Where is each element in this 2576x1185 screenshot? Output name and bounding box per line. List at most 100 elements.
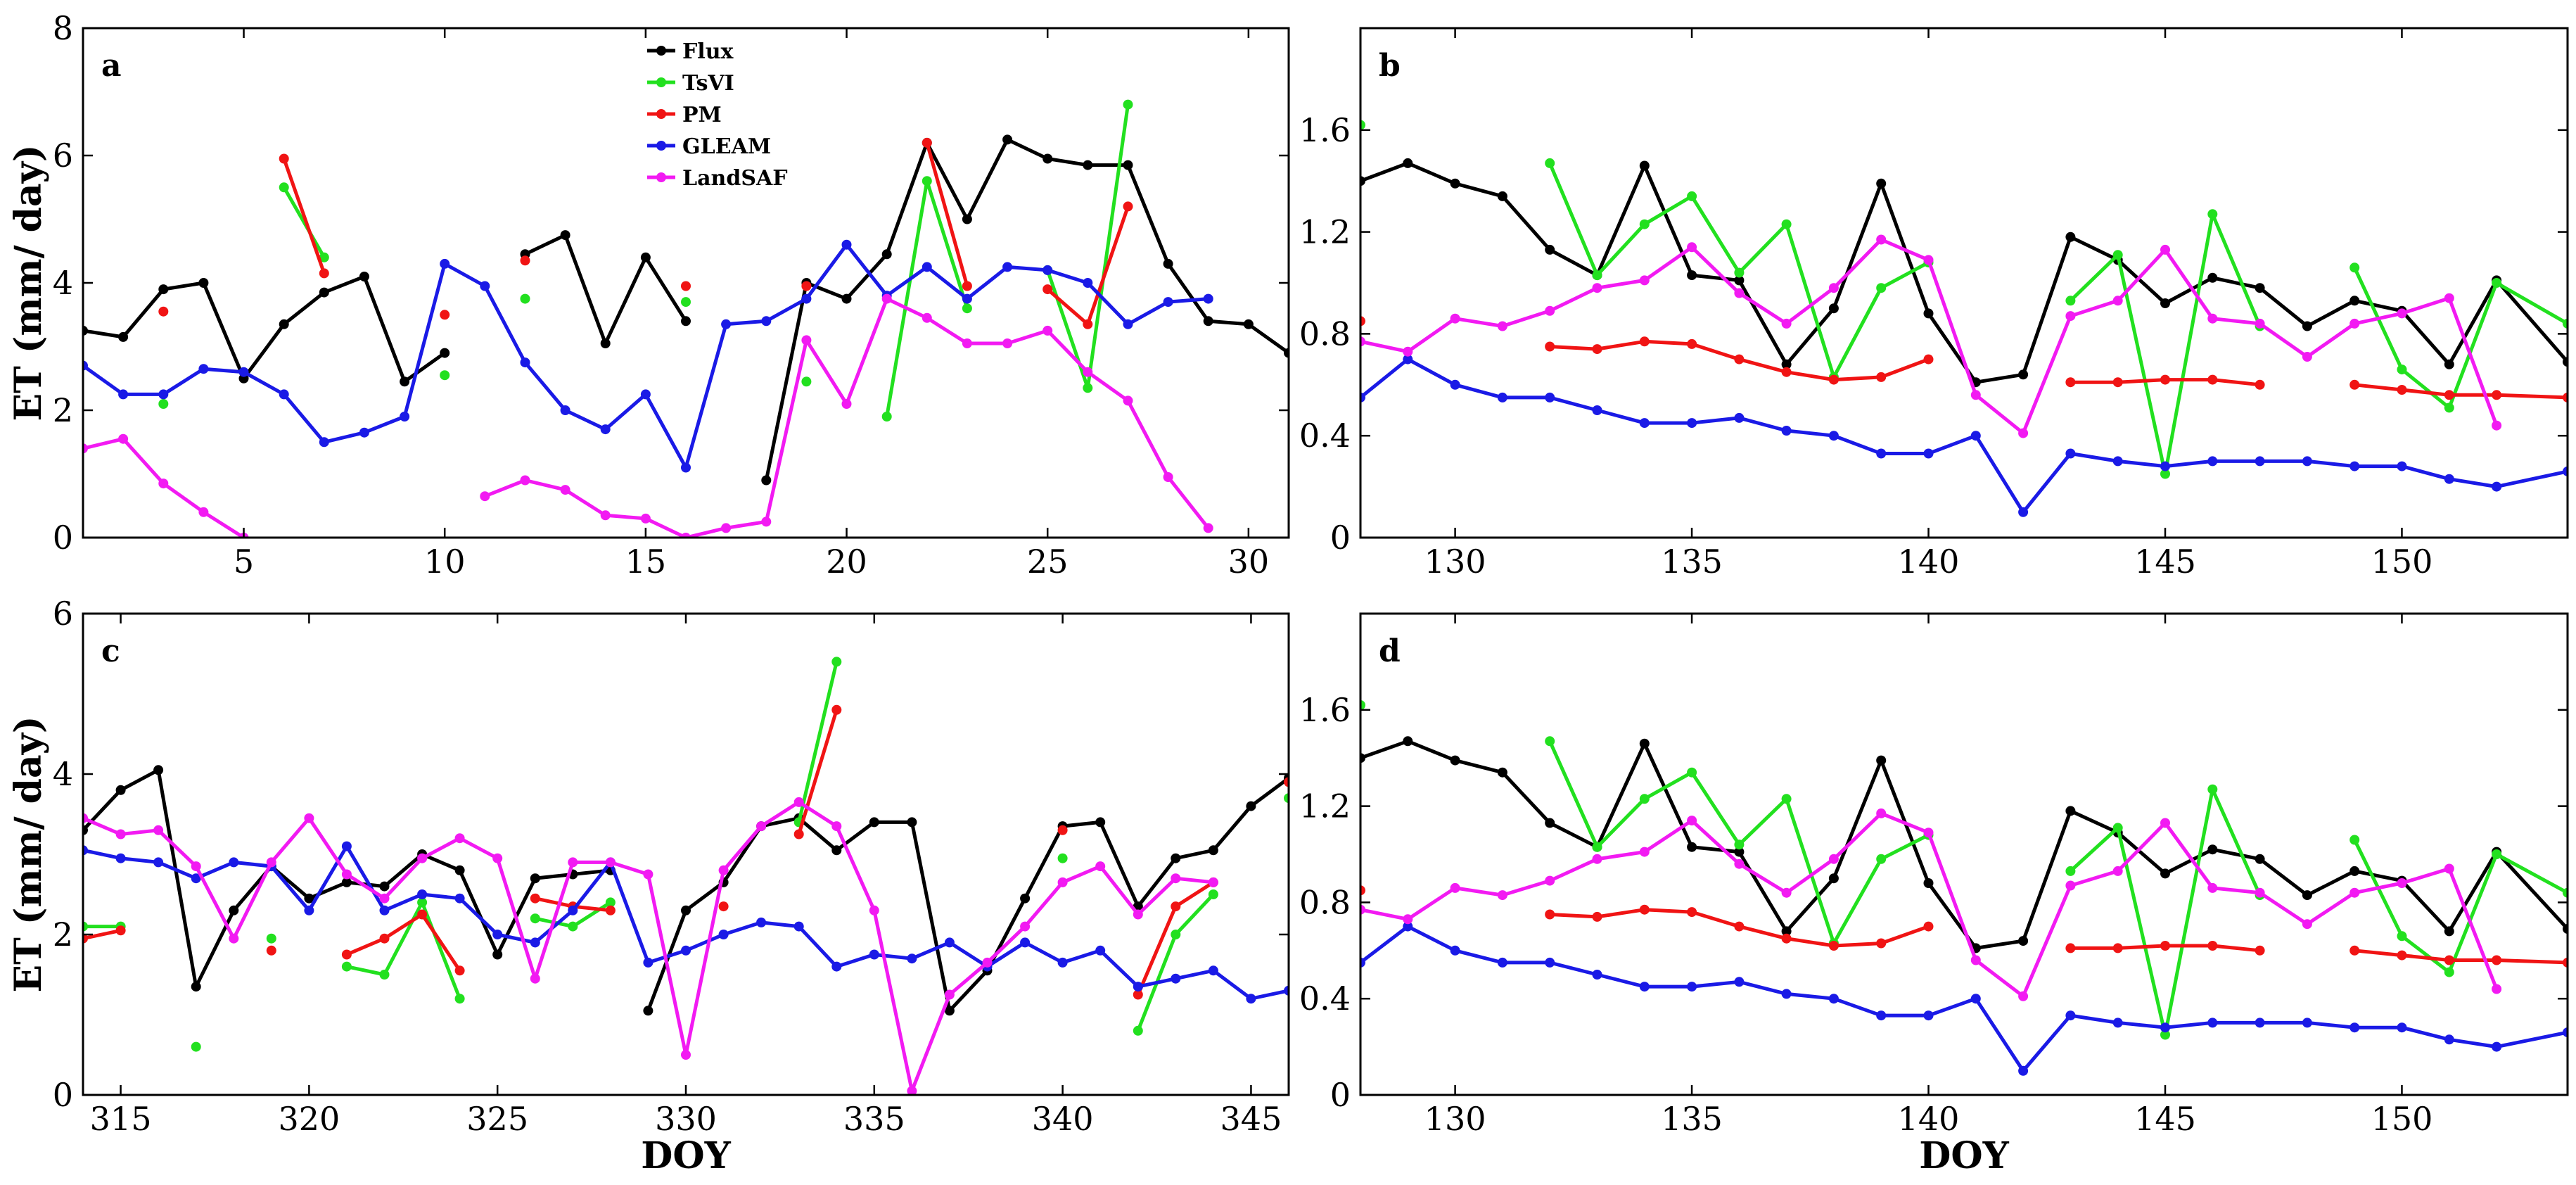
- data-point-flux: [492, 949, 503, 960]
- data-point-gleam: [158, 389, 169, 400]
- series-line-pm: [2354, 949, 2568, 965]
- data-point-gleam: [841, 239, 852, 250]
- data-point-flux: [1828, 873, 1839, 884]
- data-point-tsvi: [881, 412, 892, 422]
- legend-label-landsaf: LandSAF: [682, 166, 788, 191]
- data-point-gleam: [560, 405, 570, 415]
- data-point-pm: [1781, 933, 1792, 944]
- data-point-tsvi: [1687, 191, 1697, 201]
- data-point-pm: [1781, 367, 1792, 377]
- y-tick-label: 0: [1330, 519, 1351, 557]
- data-point-tsvi: [454, 994, 465, 1004]
- data-point-pm: [319, 268, 329, 279]
- y-tick-label: 0: [53, 1076, 73, 1114]
- data-point-flux: [962, 214, 972, 224]
- data-point-gleam: [1545, 392, 1555, 403]
- axis-frame: [1359, 27, 2569, 539]
- data-point-flux: [1923, 878, 1934, 888]
- data-point-flux: [1450, 178, 1460, 189]
- data-point-landsaf: [2492, 984, 2502, 994]
- data-point-flux: [158, 284, 169, 295]
- y-axis-title: ET (mm/ day): [7, 144, 50, 421]
- data-point-gleam: [1592, 970, 1602, 980]
- data-point-gleam: [2563, 1027, 2568, 1038]
- data-point-pm: [1545, 909, 1555, 920]
- series-line-landsaf: [1360, 238, 2499, 436]
- series-line-tsvi: [282, 186, 326, 259]
- data-point-landsaf: [681, 533, 691, 538]
- data-point-landsaf: [1876, 234, 1887, 245]
- data-point-tsvi: [831, 657, 842, 667]
- data-point-landsaf: [83, 813, 88, 823]
- data-point-landsaf: [2018, 991, 2029, 1001]
- data-point-landsaf: [83, 443, 88, 454]
- data-point-pm: [2349, 945, 2360, 956]
- x-tick-label: 130: [1424, 543, 1486, 581]
- data-point-gleam: [1133, 982, 1143, 992]
- data-point-landsaf: [1687, 242, 1697, 253]
- legend-label-flux: Flux: [682, 39, 734, 64]
- data-point-gleam: [2018, 1065, 2029, 1076]
- data-point-landsaf: [600, 510, 611, 521]
- data-point-pm: [1083, 319, 1093, 329]
- data-point-landsaf: [761, 517, 772, 527]
- data-point-pm: [520, 255, 530, 266]
- data-point-landsaf: [229, 933, 239, 944]
- data-point-gleam: [944, 937, 955, 948]
- data-point-pm: [440, 310, 450, 320]
- y-tick-label: 0.4: [1299, 417, 1351, 455]
- data-point-flux: [1781, 359, 1792, 369]
- data-point-tsvi: [681, 297, 691, 308]
- data-point-landsaf: [1734, 858, 1745, 869]
- data-point-landsaf: [1133, 909, 1143, 920]
- data-point-landsaf: [1923, 255, 1934, 265]
- data-point-pm: [1592, 344, 1602, 355]
- data-point-pm: [1923, 354, 1934, 365]
- series-line-pm: [925, 142, 969, 287]
- data-point-landsaf: [907, 1086, 917, 1095]
- data-point-pm: [2255, 379, 2265, 390]
- data-point-flux: [153, 765, 164, 775]
- data-point-tsvi: [1208, 889, 1218, 899]
- data-point-gleam: [2065, 448, 2076, 459]
- data-point-flux: [2563, 924, 2568, 934]
- data-point-landsaf: [568, 857, 578, 868]
- x-tick-label: 30: [1228, 543, 1270, 581]
- data-point-flux: [1687, 270, 1697, 281]
- data-point-gleam: [400, 412, 410, 422]
- data-point-gleam: [530, 937, 540, 948]
- data-point-flux: [1095, 817, 1106, 828]
- panel-label: d: [1379, 633, 1401, 669]
- series-group: [83, 99, 1289, 538]
- data-point-flux: [2065, 232, 2076, 242]
- data-point-gleam: [761, 316, 772, 327]
- series-line-tsvi: [1136, 893, 1215, 1032]
- data-point-landsaf: [2444, 293, 2454, 303]
- data-point-flux: [1923, 308, 1934, 319]
- data-point-flux: [1163, 258, 1173, 269]
- data-point-landsaf: [2255, 887, 2265, 898]
- data-point-landsaf: [1876, 808, 1887, 818]
- x-tick-label: 325: [466, 1100, 528, 1138]
- data-point-tsvi: [2563, 318, 2568, 329]
- data-point-gleam: [2255, 1018, 2265, 1028]
- data-point-pm: [2160, 941, 2170, 951]
- data-point-gleam: [2255, 456, 2265, 467]
- y-tick-label: 2: [53, 915, 73, 953]
- data-point-flux: [1497, 767, 1507, 778]
- data-point-gleam: [681, 462, 691, 473]
- data-point-tsvi: [530, 913, 540, 924]
- y-tick-label: 1.2: [1299, 213, 1351, 251]
- data-point-landsaf: [2255, 318, 2265, 329]
- data-point-pm: [1545, 341, 1555, 352]
- data-point-landsaf: [801, 335, 812, 346]
- data-point-landsaf: [1970, 955, 1981, 965]
- y-tick-label: 6: [53, 595, 73, 633]
- y-tick-label: 2: [53, 391, 73, 429]
- series-line-gleam: [83, 243, 1209, 469]
- data-point-pm: [158, 306, 169, 317]
- data-point-landsaf: [1687, 816, 1697, 826]
- data-point-flux: [1876, 755, 1887, 766]
- data-point-flux: [2302, 890, 2312, 901]
